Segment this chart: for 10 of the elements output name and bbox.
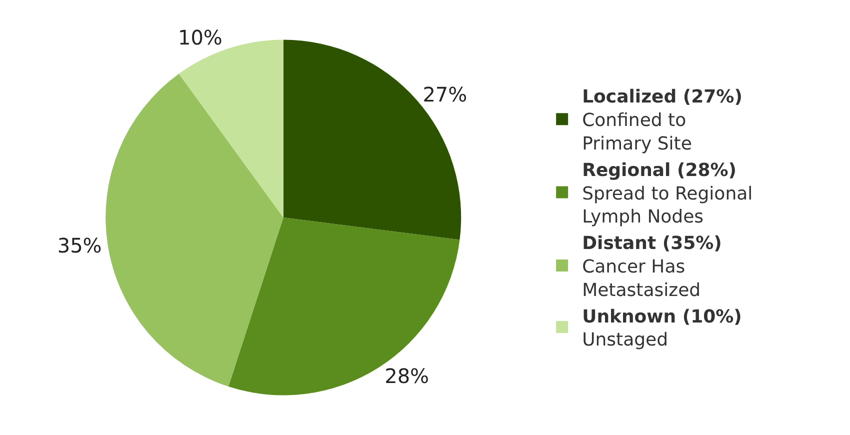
data-label: 35% xyxy=(57,234,102,258)
pie-slice xyxy=(106,74,284,387)
pie-slice xyxy=(228,218,460,395)
legend-label: Localized (27%) Confined to Primary Site xyxy=(582,86,742,155)
data-label: 28% xyxy=(384,364,430,388)
data-label: 27% xyxy=(422,82,468,107)
data-label: 10% xyxy=(178,26,222,50)
legend-label: Regional (28%) Spread to Regional Lymph Nodes xyxy=(582,160,753,228)
legend-label: Unknown (10%) Unstaged xyxy=(582,306,742,351)
legend-label: Distant (35%) Cancer Has Metastasized xyxy=(582,233,722,301)
